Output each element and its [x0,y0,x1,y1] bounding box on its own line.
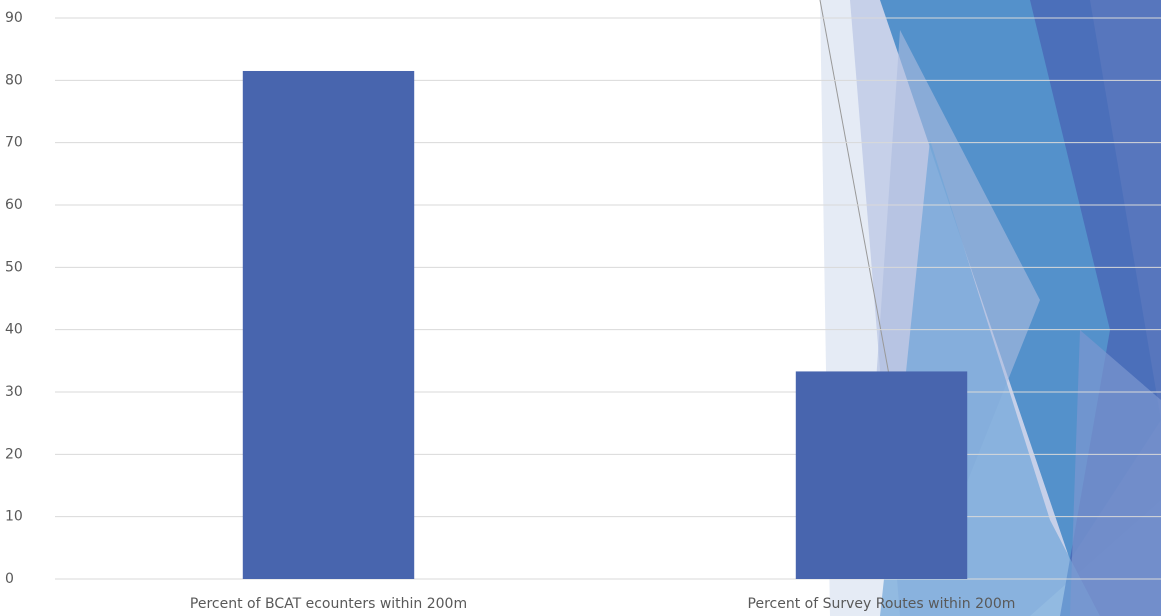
y-tick-label: 50 [5,259,23,275]
y-tick-label: 20 [5,446,23,462]
y-tick-label: 10 [5,509,23,525]
bar [242,70,415,579]
y-tick-label: 30 [5,384,23,400]
y-tick-label: 80 [5,72,23,88]
y-tick-label: 70 [5,135,23,151]
bar [795,371,968,579]
x-tick-label: Percent of Survey Routes within 200m [748,596,1016,612]
y-tick-label: 40 [5,322,23,338]
y-tick-label: 0 [5,571,14,587]
y-tick-label: 60 [5,197,23,213]
y-tick-label: 90 [5,10,23,26]
x-tick-label: Percent of BCAT ecounters within 200m [190,596,467,612]
